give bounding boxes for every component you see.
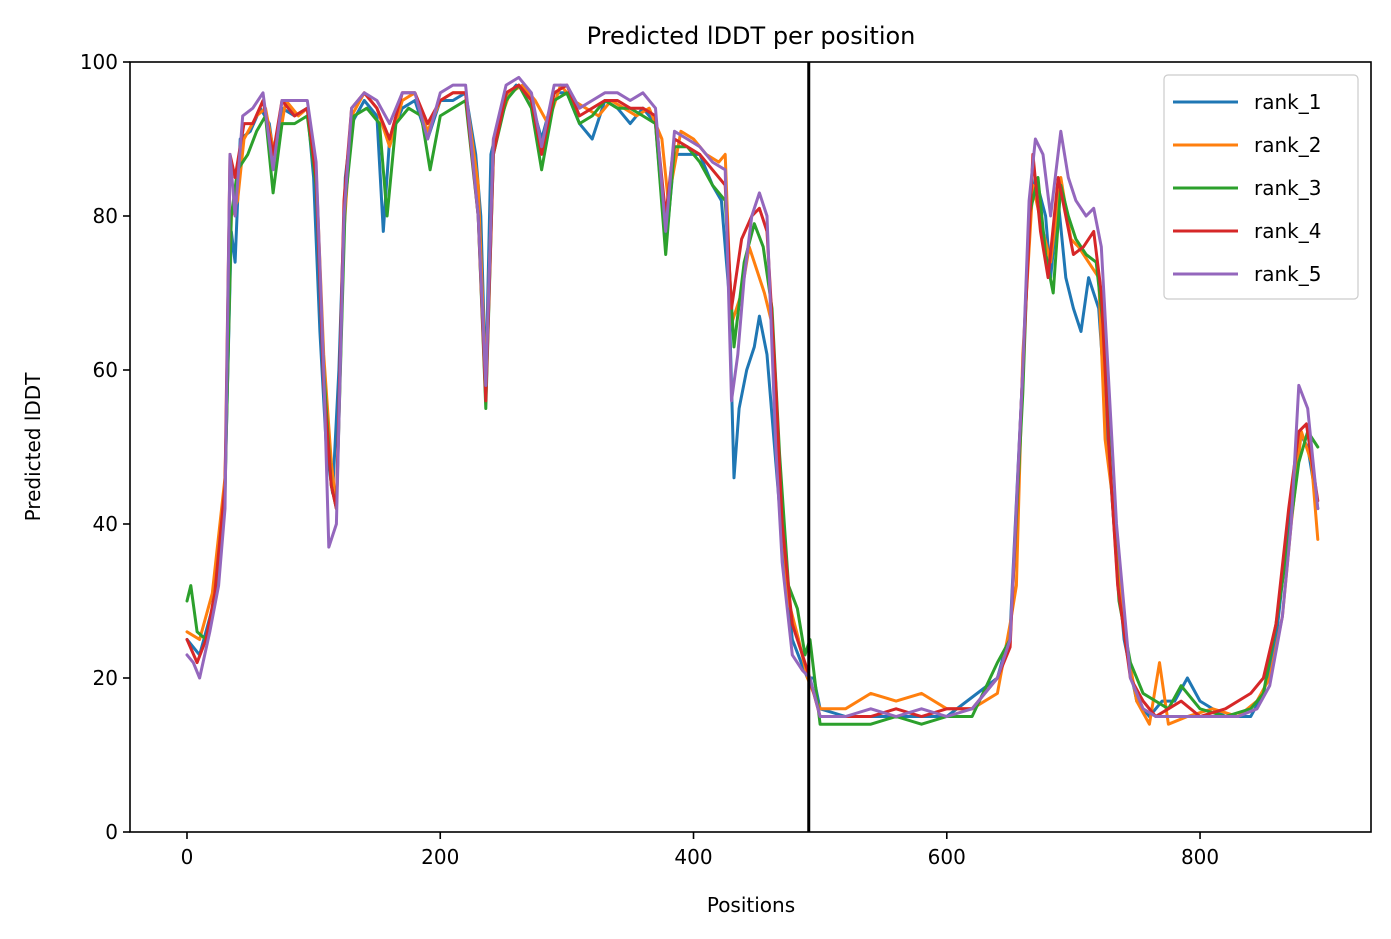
y-tick-label: 80 [93, 204, 118, 228]
x-tick-label: 600 [928, 845, 966, 869]
legend: rank_1 rank_2 rank_3 rank_4 rank_5 [1163, 74, 1359, 300]
y-tick-label: 20 [93, 666, 118, 690]
legend-label-rank_3: rank_3 [1254, 176, 1321, 200]
legend-label-rank_5: rank_5 [1254, 262, 1321, 286]
legend-box [1163, 74, 1359, 300]
legend-label-rank_4: rank_4 [1254, 219, 1321, 243]
series-line-rank_4 [185, 83, 1320, 718]
y-tick-label: 40 [93, 512, 118, 536]
axes-frame [129, 61, 1372, 833]
series-line-rank_5 [185, 75, 1320, 718]
x-tick-label: 200 [421, 845, 459, 869]
y-tick-label: 100 [80, 50, 118, 74]
y-axis-ticks: 0 20 40 60 80 100 [80, 50, 130, 844]
y-axis-label: Predicted lDDT [21, 372, 45, 522]
x-tick-label: 800 [1181, 845, 1219, 869]
chart-title: Predicted lDDT per position [587, 22, 916, 50]
legend-label-rank_2: rank_2 [1254, 133, 1321, 157]
y-tick-label: 60 [93, 358, 118, 382]
legend-label-rank_1: rank_1 [1254, 90, 1321, 114]
x-tick-label: 400 [674, 845, 712, 869]
x-axis-ticks: 0 200 400 600 800 [181, 832, 1219, 869]
x-tick-label: 0 [181, 845, 194, 869]
y-tick-label: 0 [105, 820, 118, 844]
x-axis-label: Positions [707, 893, 795, 917]
series-lines [185, 75, 1320, 726]
